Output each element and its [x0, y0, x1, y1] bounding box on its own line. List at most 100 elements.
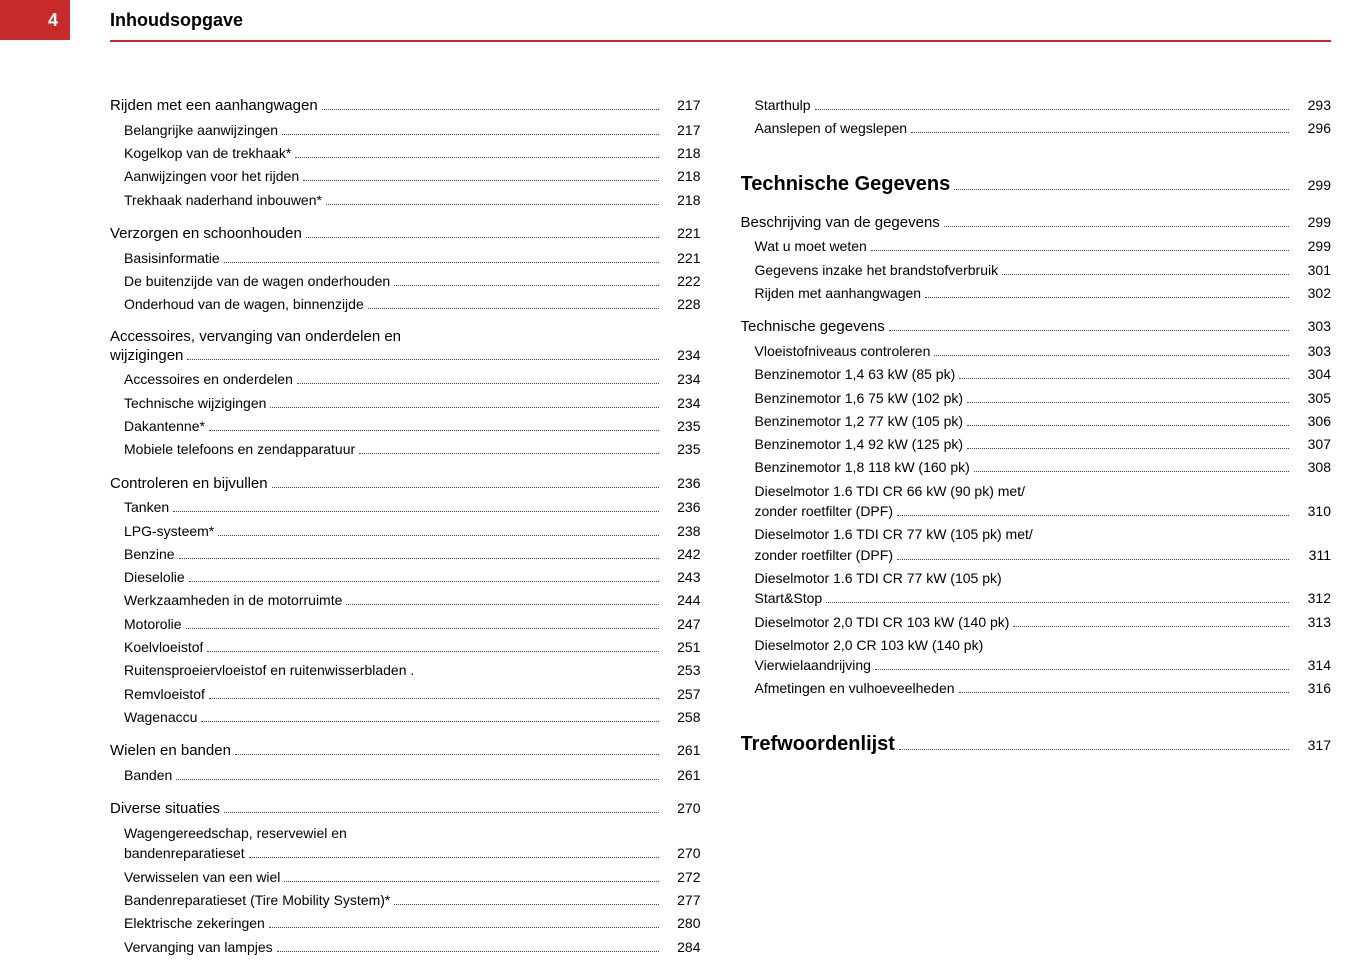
toc-content: Rijden met een aanhangwagen217Belangrijk… [110, 95, 1331, 960]
toc-label: Technische wijzigingen [110, 393, 266, 413]
toc-label: Gegevens inzake het brandstofverbruik [741, 260, 999, 280]
toc-row: Benzinemotor 1,4 63 kW (85 pk)304 [741, 364, 1332, 384]
toc-label: Remvloeistof [110, 684, 205, 704]
toc-label: Wagenaccu [110, 707, 197, 727]
toc-page: 258 [663, 707, 701, 727]
toc-page: 235 [663, 439, 701, 459]
toc-dots [326, 204, 659, 205]
toc-label: Verzorgen en schoonhouden [110, 223, 302, 245]
toc-row: Elektrische zekeringen280 [110, 913, 701, 933]
toc-label: Aanwijzingen voor het rijden [110, 166, 299, 186]
toc-label: bandenreparatieset [110, 843, 245, 863]
toc-label: Vierwielaandrijving [741, 655, 871, 675]
toc-page: 218 [663, 166, 701, 186]
toc-page: 221 [663, 223, 701, 243]
toc-page: 217 [663, 95, 701, 115]
toc-page: 222 [663, 271, 701, 291]
toc-row: Benzinemotor 1,4 92 kW (125 pk)307 [741, 434, 1332, 454]
toc-dots [173, 511, 658, 512]
toc-dots [270, 407, 658, 408]
toc-row: Verwisselen van een wiel272 [110, 867, 701, 887]
toc-dots [322, 109, 659, 110]
toc-dots [179, 558, 659, 559]
toc-page: 313 [1293, 612, 1331, 632]
toc-dots [282, 134, 658, 135]
toc-label: Benzinemotor 1,6 75 kW (102 pk) [741, 388, 964, 408]
toc-dots [284, 881, 658, 882]
toc-page: 218 [663, 190, 701, 210]
toc-dots [189, 581, 659, 582]
toc-page: 303 [1293, 341, 1331, 361]
toc-dots [897, 515, 1289, 516]
toc-dots [277, 951, 659, 952]
toc-text-line: Dieselmotor 2,0 CR 103 kW (140 pk) [741, 635, 1332, 655]
toc-page: 303 [1293, 316, 1331, 336]
toc-label: Trekhaak naderhand inbouwen* [110, 190, 322, 210]
toc-page: 296 [1293, 118, 1331, 138]
toc-dots [959, 378, 1289, 379]
page-number: 4 [48, 10, 58, 31]
toc-page: 238 [663, 521, 701, 541]
toc-row: Benzinemotor 1,2 77 kW (105 pk)306 [741, 411, 1332, 431]
toc-label: Diverse situaties [110, 798, 220, 820]
toc-page: 280 [663, 913, 701, 933]
toc-label: Vloeistofniveaus controleren [741, 341, 931, 361]
toc-row: Kogelkop van de trekhaak*218 [110, 143, 701, 163]
toc-row: Benzinemotor 1,6 75 kW (102 pk) 305 [741, 388, 1332, 408]
section-big-gap [741, 142, 1332, 170]
toc-dots [218, 535, 658, 536]
toc-label: Tanken [110, 497, 169, 517]
toc-dots [826, 602, 1289, 603]
toc-row: Mobiele telefoons en zendapparatuur235 [110, 439, 701, 459]
toc-dots [1013, 626, 1289, 627]
toc-row: Start&Stop312 [741, 588, 1332, 608]
toc-dots [224, 812, 658, 813]
toc-row: Afmetingen en vulhoeveelheden316 [741, 678, 1332, 698]
toc-dots [871, 250, 1289, 251]
toc-dots [209, 698, 659, 699]
toc-page: 299 [1293, 236, 1331, 256]
toc-label: Start&Stop [741, 588, 823, 608]
toc-row: zonder roetfilter (DPF)311 [741, 545, 1332, 565]
toc-row: Aanwijzingen voor het rijden 218 [110, 166, 701, 186]
page-header: 4 Inhoudsopgave [0, 0, 1371, 40]
toc-page: 257 [663, 684, 701, 704]
toc-page: 310 [1293, 501, 1331, 521]
toc-text-line: Accessoires, vervanging van onderdelen e… [110, 328, 701, 345]
toc-page: 244 [663, 590, 701, 610]
toc-label: Starthulp [741, 95, 811, 115]
toc-row: bandenreparatieset270 [110, 843, 701, 863]
toc-row: Technische wijzigingen234 [110, 393, 701, 413]
toc-label: Rijden met aanhangwagen [741, 283, 922, 303]
toc-dots [235, 754, 659, 755]
toc-label: Controleren en bijvullen [110, 473, 268, 495]
toc-dots [934, 355, 1289, 356]
toc-dots [911, 132, 1289, 133]
toc-label: Dieselolie [110, 567, 185, 587]
toc-label: Basisinformatie [110, 248, 220, 268]
toc-dots [249, 857, 659, 858]
toc-label: Onderhoud van de wagen, binnenzijde [110, 294, 364, 314]
toc-row: Trekhaak naderhand inbouwen* 218 [110, 190, 701, 210]
toc-dots [925, 297, 1289, 298]
toc-label: Benzinemotor 1,4 63 kW (85 pk) [741, 364, 956, 384]
toc-row: Onderhoud van de wagen, binnenzijde228 [110, 294, 701, 314]
toc-row: Verzorgen en schoonhouden 221 [110, 223, 701, 245]
toc-row: Vierwielaandrijving 314 [741, 655, 1332, 675]
toc-row: zonder roetfilter (DPF)310 [741, 501, 1332, 521]
toc-label: Werkzaamheden in de motorruimte [110, 590, 342, 610]
toc-row: Basisinformatie221 [110, 248, 701, 268]
page-number-box: 4 [0, 0, 70, 40]
toc-row: De buitenzijde van de wagen onderhouden2… [110, 271, 701, 291]
toc-page: 314 [1293, 655, 1331, 675]
section-gap [110, 213, 701, 223]
toc-page: 247 [663, 614, 701, 634]
toc-page: 308 [1293, 457, 1331, 477]
toc-label: Ruitensproeiervloeistof en ruitenwisserb… [110, 660, 414, 680]
toc-page: 305 [1293, 388, 1331, 408]
toc-dots [295, 157, 658, 158]
toc-label: Wielen en banden [110, 740, 231, 762]
toc-dots [1002, 274, 1289, 275]
toc-label: Banden [110, 765, 172, 785]
toc-label: Koelvloeistof [110, 637, 203, 657]
